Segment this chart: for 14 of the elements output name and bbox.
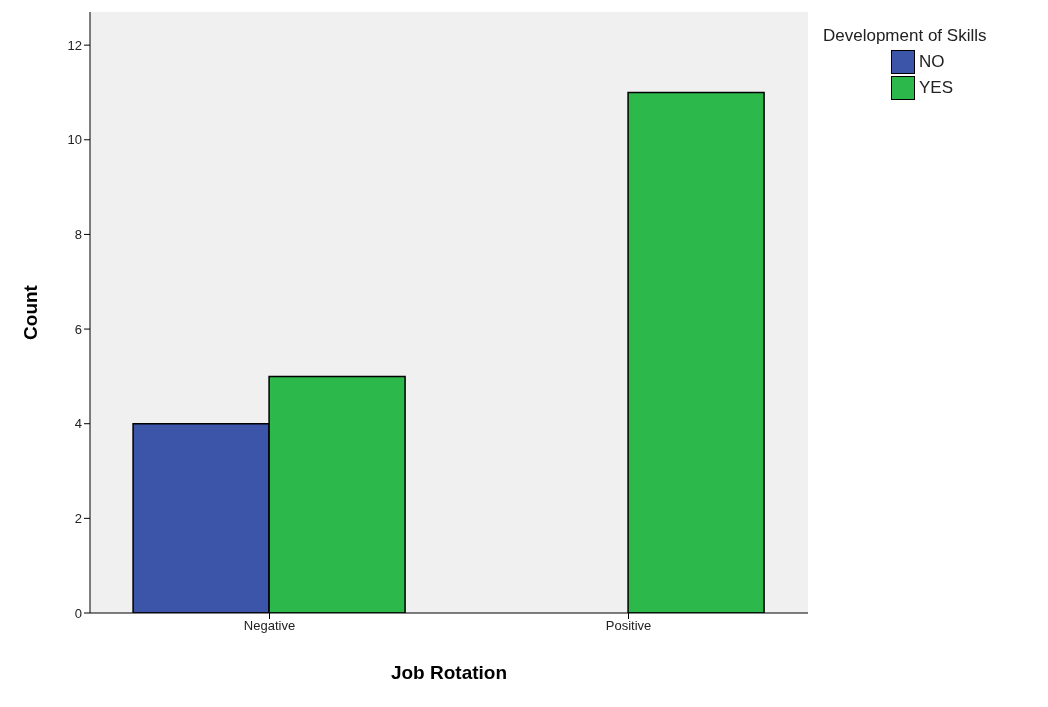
- y-tick-label: 8: [74, 227, 82, 243]
- y-axis-title: Count: [19, 284, 41, 340]
- y-tick-label: 2: [74, 510, 82, 526]
- y-tick-label: 4: [74, 416, 82, 432]
- legend-label: NO: [919, 52, 945, 72]
- x-tick-label: Negative: [243, 618, 296, 634]
- legend-title: Development of Skills: [823, 26, 987, 46]
- x-axis-title: Job Rotation: [390, 662, 508, 683]
- y-tick-label: 12: [67, 37, 82, 53]
- legend-label: YES: [919, 78, 954, 98]
- y-tick-label: 0: [74, 605, 82, 621]
- y-tick-label: 10: [67, 132, 82, 148]
- x-tick-label: Positive: [605, 618, 652, 634]
- y-tick-label: 6: [74, 321, 82, 337]
